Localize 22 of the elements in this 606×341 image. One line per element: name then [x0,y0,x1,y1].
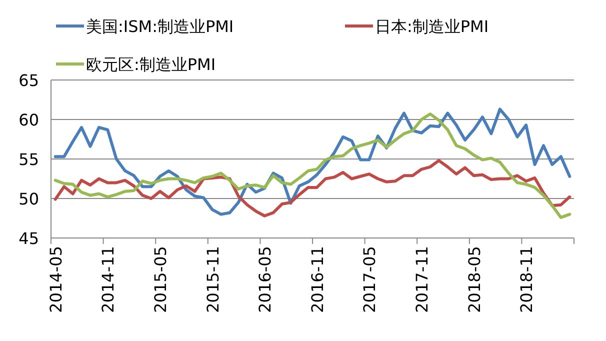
legend-label: 日本:制造业PMI [375,17,489,36]
line-series [54,159,572,218]
legend-item: 欧元区:制造业PMI [56,55,216,74]
x-tick-label: 2015-05 [150,246,170,313]
y-tick-label: 55 [18,150,39,169]
y-tick-label: 50 [18,190,39,208]
x-tick-label: 2018-05 [464,246,484,313]
x-tick-label: 2016-05 [256,246,275,313]
legend-item: 日本:制造业PMI [345,17,489,36]
legend-item: 美国:ISM:制造业PMI [56,17,234,36]
legend-label: 美国:ISM:制造业PMI [86,17,234,36]
legend-label: 欧元区:制造业PMI [86,55,216,74]
x-tick-label: 2015-11 [203,246,222,313]
x-tick-label: 2014-05 [46,246,66,313]
x-tick-label: 2014-11 [98,246,118,313]
x-tick-label: 2018-11 [517,246,536,313]
y-tick-label: 45 [18,229,39,248]
x-tick-label: 2017-05 [360,246,380,313]
x-tick-label: 2016-11 [308,246,327,313]
y-tick-label: 60 [18,110,39,130]
x-tick-label: 2017-11 [412,246,432,313]
y-tick-label: 65 [18,71,39,90]
